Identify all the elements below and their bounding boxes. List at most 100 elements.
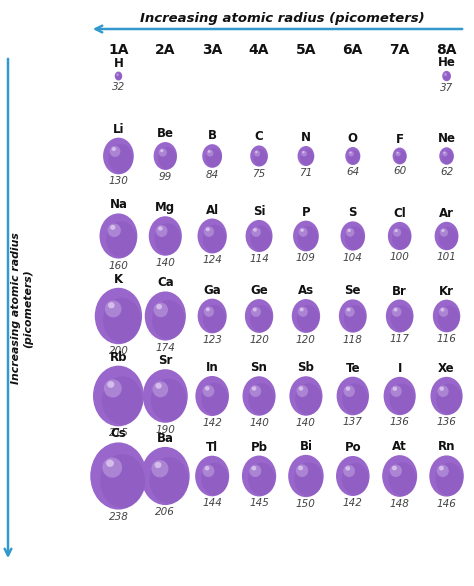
- Text: Xe: Xe: [438, 362, 455, 375]
- Ellipse shape: [108, 302, 115, 308]
- Ellipse shape: [443, 152, 446, 154]
- Ellipse shape: [392, 227, 411, 250]
- Ellipse shape: [292, 299, 320, 333]
- Text: 75: 75: [253, 169, 266, 179]
- Ellipse shape: [391, 386, 402, 397]
- Ellipse shape: [445, 73, 446, 74]
- Ellipse shape: [203, 224, 226, 253]
- Ellipse shape: [104, 379, 122, 397]
- Ellipse shape: [109, 146, 120, 157]
- Ellipse shape: [195, 376, 229, 416]
- Text: 174: 174: [155, 343, 175, 353]
- Ellipse shape: [342, 383, 368, 414]
- Text: 142: 142: [343, 498, 363, 508]
- Ellipse shape: [93, 366, 144, 427]
- Ellipse shape: [159, 148, 167, 156]
- Text: Be: Be: [157, 127, 174, 140]
- Ellipse shape: [252, 466, 256, 471]
- Ellipse shape: [103, 138, 134, 174]
- Ellipse shape: [206, 148, 222, 167]
- Ellipse shape: [106, 222, 137, 257]
- Ellipse shape: [149, 216, 182, 255]
- Ellipse shape: [342, 463, 369, 495]
- Ellipse shape: [195, 456, 229, 496]
- Ellipse shape: [347, 229, 351, 232]
- Text: Sn: Sn: [251, 361, 267, 374]
- Ellipse shape: [243, 376, 275, 415]
- Ellipse shape: [430, 377, 463, 415]
- Ellipse shape: [298, 226, 318, 251]
- Ellipse shape: [390, 465, 402, 477]
- Ellipse shape: [100, 213, 137, 258]
- Ellipse shape: [293, 221, 319, 251]
- Text: At: At: [392, 440, 407, 453]
- Text: 101: 101: [437, 252, 456, 263]
- Text: 120: 120: [249, 335, 269, 345]
- Ellipse shape: [151, 379, 187, 421]
- Ellipse shape: [344, 305, 366, 332]
- Text: 137: 137: [343, 417, 363, 427]
- Ellipse shape: [154, 302, 168, 317]
- Ellipse shape: [152, 300, 185, 339]
- Text: 145: 145: [249, 499, 269, 509]
- Text: K: K: [114, 272, 123, 286]
- Ellipse shape: [346, 228, 355, 237]
- Ellipse shape: [344, 386, 355, 397]
- Ellipse shape: [206, 308, 210, 311]
- Ellipse shape: [206, 227, 210, 231]
- Ellipse shape: [153, 381, 168, 397]
- Text: 136: 136: [390, 417, 410, 427]
- Text: He: He: [438, 56, 456, 69]
- Ellipse shape: [141, 447, 190, 505]
- Text: As: As: [298, 284, 314, 297]
- Ellipse shape: [345, 147, 360, 165]
- Text: Cs: Cs: [110, 427, 126, 441]
- Ellipse shape: [297, 385, 308, 397]
- Text: 215: 215: [109, 428, 128, 438]
- Text: Br: Br: [392, 284, 407, 298]
- Text: 117: 117: [390, 335, 410, 345]
- Text: 206: 206: [155, 507, 175, 517]
- Text: P: P: [301, 206, 310, 219]
- Text: 200: 200: [109, 346, 128, 356]
- Text: B: B: [208, 129, 217, 142]
- Ellipse shape: [392, 387, 397, 391]
- Ellipse shape: [340, 222, 365, 251]
- Ellipse shape: [442, 151, 447, 156]
- Ellipse shape: [349, 152, 352, 154]
- Ellipse shape: [202, 465, 214, 477]
- Ellipse shape: [149, 457, 189, 503]
- Ellipse shape: [348, 150, 360, 165]
- Ellipse shape: [298, 146, 314, 166]
- Text: 150: 150: [296, 499, 316, 509]
- Text: 4A: 4A: [249, 43, 269, 57]
- Ellipse shape: [438, 386, 449, 397]
- Text: 104: 104: [343, 253, 363, 263]
- Ellipse shape: [298, 306, 308, 317]
- Ellipse shape: [100, 454, 145, 508]
- Text: Ga: Ga: [203, 284, 221, 297]
- Ellipse shape: [392, 148, 407, 165]
- Ellipse shape: [294, 462, 323, 496]
- Ellipse shape: [441, 229, 445, 232]
- Text: 109: 109: [296, 253, 316, 263]
- Text: 2A: 2A: [155, 43, 175, 57]
- Ellipse shape: [346, 466, 350, 471]
- Ellipse shape: [145, 291, 186, 340]
- Ellipse shape: [102, 376, 143, 425]
- Text: Increasing atomic radius
(picometers): Increasing atomic radius (picometers): [11, 233, 33, 384]
- Ellipse shape: [252, 386, 256, 391]
- Ellipse shape: [392, 307, 401, 317]
- Ellipse shape: [245, 299, 273, 333]
- Ellipse shape: [440, 228, 448, 237]
- Text: Na: Na: [109, 199, 128, 212]
- Ellipse shape: [296, 464, 308, 477]
- Ellipse shape: [393, 229, 401, 237]
- Text: 37: 37: [440, 83, 453, 93]
- Ellipse shape: [346, 387, 350, 391]
- Ellipse shape: [288, 455, 324, 497]
- Ellipse shape: [391, 305, 413, 332]
- Ellipse shape: [438, 305, 460, 332]
- Ellipse shape: [242, 455, 276, 496]
- Ellipse shape: [396, 151, 401, 156]
